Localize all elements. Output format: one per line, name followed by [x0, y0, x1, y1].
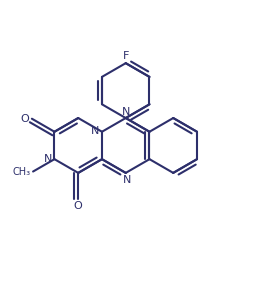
Text: O: O: [74, 202, 83, 212]
Text: N: N: [123, 176, 131, 185]
Text: O: O: [21, 114, 29, 124]
Text: N: N: [91, 126, 99, 136]
Text: N: N: [43, 154, 52, 164]
Text: F: F: [122, 51, 129, 61]
Text: N: N: [122, 107, 130, 117]
Text: CH₃: CH₃: [13, 167, 31, 176]
